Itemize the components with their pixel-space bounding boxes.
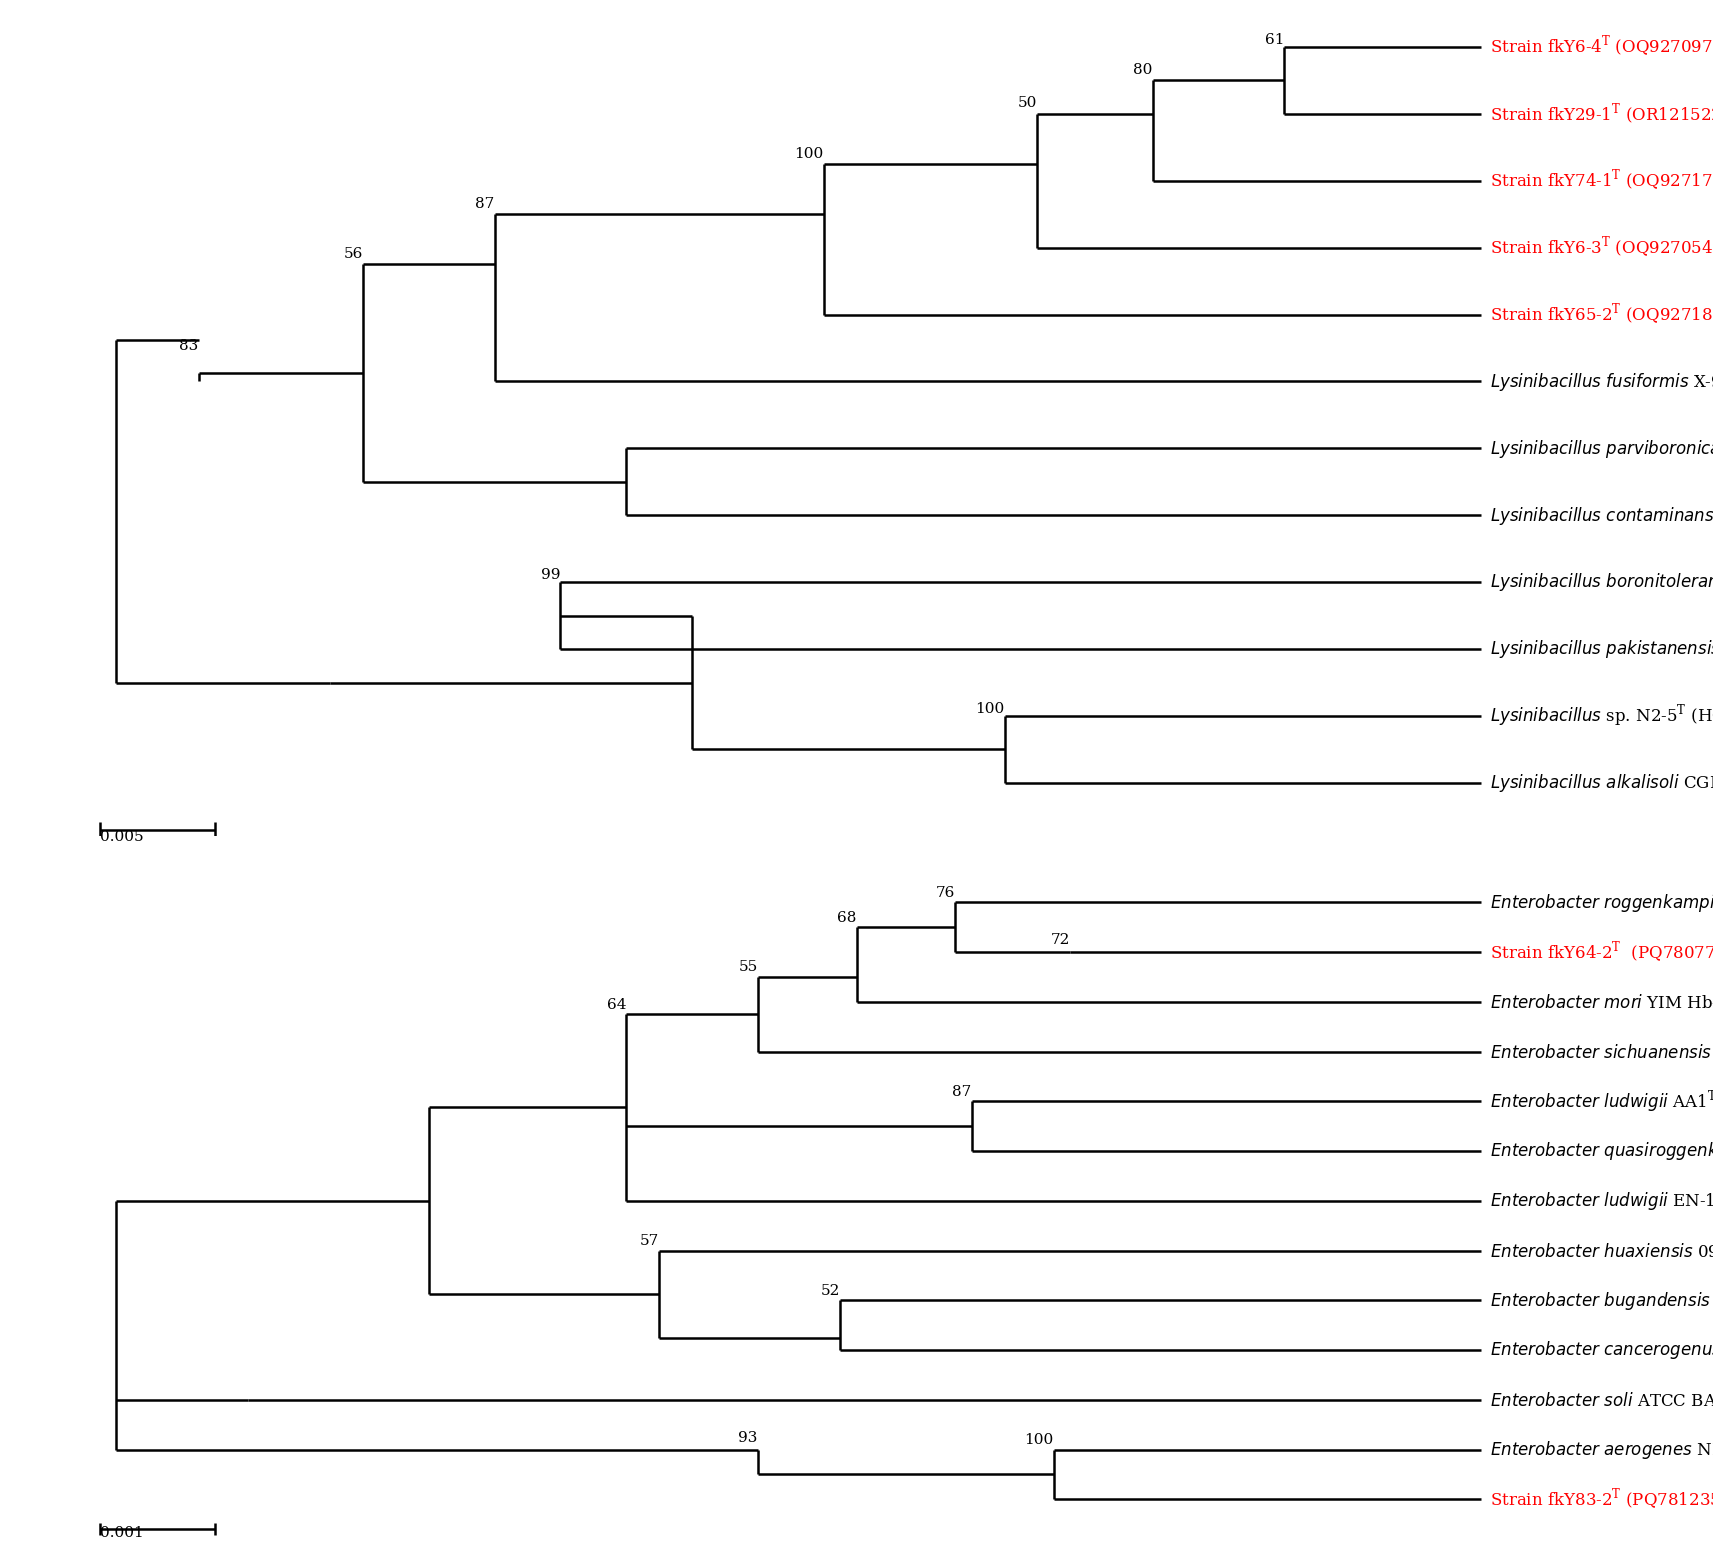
Text: Strain fkY6-3$^{\mathregular{T}}$ (OQ927054): Strain fkY6-3$^{\mathregular{T}}$ (OQ927… bbox=[1490, 235, 1713, 260]
Text: 61: 61 bbox=[1264, 33, 1285, 46]
Text: 52: 52 bbox=[821, 1284, 839, 1298]
Text: Strain fkY83-2$^{\mathregular{T}}$ (PQ781235): Strain fkY83-2$^{\mathregular{T}}$ (PQ78… bbox=[1490, 1487, 1713, 1512]
Text: $\it{Enterobacter\ cancerogenus}$ LMG 2693$^{\mathregular{T}}$ (NR 116756.1): $\it{Enterobacter\ cancerogenus}$ LMG 26… bbox=[1490, 1337, 1713, 1363]
Text: 99: 99 bbox=[541, 568, 560, 582]
Text: $\it{Lysinibacillus}$ sp. N2-5$^{\mathregular{T}}$ (HQ392513.1): $\it{Lysinibacillus}$ sp. N2-5$^{\mathre… bbox=[1490, 703, 1713, 730]
Text: Strain fkY64-2$^{\mathregular{T}}$  (PQ780776): Strain fkY64-2$^{\mathregular{T}}$ (PQ78… bbox=[1490, 939, 1713, 965]
Text: 100: 100 bbox=[795, 147, 824, 161]
Text: $\it{Enterobacter\ bugandensis}$ 247BMC$^{\mathregular{T}}$ (NR 148649.1): $\it{Enterobacter\ bugandensis}$ 247BMC$… bbox=[1490, 1287, 1713, 1314]
Text: 83: 83 bbox=[180, 339, 199, 353]
Text: $\it{Enterobacter\ mori}$ YIM Hb-3$^{\mathregular{T}}$ (NR 146667.2): $\it{Enterobacter\ mori}$ YIM Hb-3$^{\ma… bbox=[1490, 990, 1713, 1015]
Text: 0.005: 0.005 bbox=[99, 830, 144, 844]
Text: 87: 87 bbox=[476, 197, 495, 211]
Text: $\it{Enterobacter\ huaxiensis}$ 090008$^{\mathregular{T}}$ (NR 180236.1): $\it{Enterobacter\ huaxiensis}$ 090008$^… bbox=[1490, 1238, 1713, 1262]
Text: $\it{Enterobacter\ soli}$ ATCC BAA-2102 LF7$^{\mathregular{T}}$ (NR 117547.1): $\it{Enterobacter\ soli}$ ATCC BAA-2102 … bbox=[1490, 1388, 1713, 1413]
Text: 80: 80 bbox=[1132, 64, 1153, 77]
Text: 100: 100 bbox=[1024, 1433, 1053, 1447]
Text: Strain fkY74-1$^{\mathregular{T}}$ (OQ927178): Strain fkY74-1$^{\mathregular{T}}$ (OQ92… bbox=[1490, 167, 1713, 194]
Text: $\it{Enterobacter\ ludwigii}$ EN-119$^{\mathregular{T}}$ (NR 042349.1): $\it{Enterobacter\ ludwigii}$ EN-119$^{\… bbox=[1490, 1188, 1713, 1214]
Text: $\it{Enterobacter\ roggenkampii}$ DSM 16690$^{\mathregular{T}}$ (OP818082.1): $\it{Enterobacter\ roggenkampii}$ DSM 16… bbox=[1490, 889, 1713, 915]
Text: $\it{Lysinibacillus\ parviboronicapiens}$ NBRC 103144$^{\mathregular{T}}$ (AB681: $\it{Lysinibacillus\ parviboronicapiens}… bbox=[1490, 435, 1713, 462]
Text: 72: 72 bbox=[1050, 932, 1071, 946]
Text: $\it{Enterobacter\ ludwigii}$ AA1$^{\mathregular{T}}$ (MT613360.1): $\it{Enterobacter\ ludwigii}$ AA1$^{\mat… bbox=[1490, 1087, 1713, 1115]
Text: 0.001: 0.001 bbox=[99, 1526, 144, 1540]
Text: $\it{Lysinibacillus\ contaminans}$ FSt3A$^{\mathregular{T}}$ (KC254732.1): $\it{Lysinibacillus\ contaminans}$ FSt3A… bbox=[1490, 502, 1713, 528]
Text: $\it{Lysinibacillus\ boronitolerans}$ 10a$^{\mathregular{T}}$ (AB199591.2): $\it{Lysinibacillus\ boronitolerans}$ 10… bbox=[1490, 568, 1713, 595]
Text: 50: 50 bbox=[1018, 96, 1038, 110]
Text: $\it{Lysinibacillus\ pakistanensis}$ NCCP 54$^{\mathregular{T}}$ (AB558495): $\it{Lysinibacillus\ pakistanensis}$ NCC… bbox=[1490, 635, 1713, 663]
Text: Strain fkY65-2$^{\mathregular{T}}$ (OQ927181): Strain fkY65-2$^{\mathregular{T}}$ (OQ92… bbox=[1490, 302, 1713, 327]
Text: $\it{Lysinibacillus\ fusiformis}$ X-9$^{\mathregular{T}}$ (EU187493.1): $\it{Lysinibacillus\ fusiformis}$ X-9$^{… bbox=[1490, 369, 1713, 395]
Text: 76: 76 bbox=[935, 886, 956, 900]
Text: $\it{Lysinibacillus\ alkalisoli}$ CGMCC 1.15760$^{\mathregular{T}}$ (MT759970): $\it{Lysinibacillus\ alkalisoli}$ CGMCC … bbox=[1490, 770, 1713, 796]
Text: 87: 87 bbox=[952, 1084, 971, 1098]
Text: $\it{Enterobacter\ quasiroggenkampii}$ AC15$^{\mathregular{T}}$ (OQ255853.1): $\it{Enterobacter\ quasiroggenkampii}$ A… bbox=[1490, 1137, 1713, 1165]
Text: 64: 64 bbox=[606, 998, 627, 1011]
Text: Strain fkY29-1$^{\mathregular{T}}$ (OR121522): Strain fkY29-1$^{\mathregular{T}}$ (OR12… bbox=[1490, 101, 1713, 125]
Text: 56: 56 bbox=[344, 246, 363, 260]
Text: 100: 100 bbox=[975, 702, 1004, 716]
Text: 57: 57 bbox=[641, 1235, 660, 1248]
Text: $\it{Enterobacter\ sichuanensis}$ WCHECL1597$^{\mathregular{T}}$ (NR 179946.1): $\it{Enterobacter\ sichuanensis}$ WCHECL… bbox=[1490, 1039, 1713, 1064]
Text: Strain fkY6-4$^{\mathregular{T}}$ (OQ927097): Strain fkY6-4$^{\mathregular{T}}$ (OQ927… bbox=[1490, 34, 1713, 59]
Text: $\it{Enterobacter\ aerogenes}$ NBRC 13534$^{\mathregular{T}}$ (AB680425.1): $\it{Enterobacter\ aerogenes}$ NBRC 1353… bbox=[1490, 1436, 1713, 1462]
Text: 93: 93 bbox=[738, 1431, 757, 1445]
Text: 55: 55 bbox=[738, 960, 757, 974]
Text: 68: 68 bbox=[838, 911, 856, 925]
